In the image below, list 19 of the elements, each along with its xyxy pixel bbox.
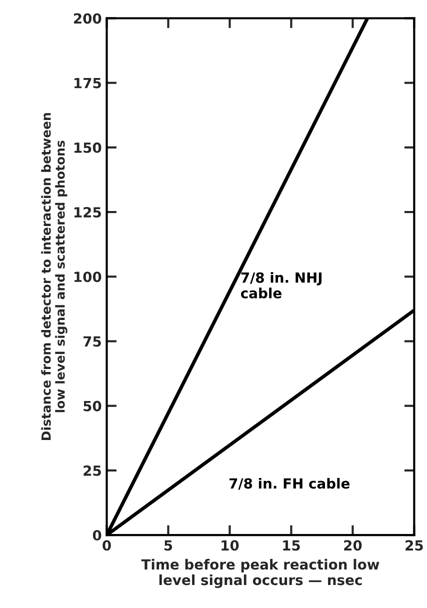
series-label: 7/8 in. NHJ cable	[240, 272, 322, 298]
y-tick-label: 0	[92, 530, 102, 541]
x-tick-label: 15	[283, 540, 300, 551]
y-tick-label: 25	[84, 465, 101, 476]
y-tick-label: 75	[83, 336, 101, 347]
y-tick-label: 50	[84, 400, 102, 412]
series-label: 7/8 in. FH cable	[229, 478, 350, 490]
y-tick-label: 200	[74, 13, 102, 24]
y-tick-label: 150	[74, 142, 102, 153]
x-tick-label: 25	[406, 540, 423, 551]
x-tick-label: 5	[164, 540, 172, 551]
y-tick-label: 125	[74, 207, 101, 218]
y-tick-label: 175	[74, 78, 101, 88]
x-axis-title: Time before peak reaction low level signal occurs — nsec	[141, 558, 380, 588]
x-tick-label: 20	[344, 540, 362, 551]
y-axis-title: Distance from detector to interaction between low level signal and scattered photons	[41, 113, 68, 440]
x-tick-label: 0	[102, 540, 111, 551]
x-tick-label: 10	[222, 540, 239, 551]
y-tick-label: 100	[74, 272, 102, 282]
